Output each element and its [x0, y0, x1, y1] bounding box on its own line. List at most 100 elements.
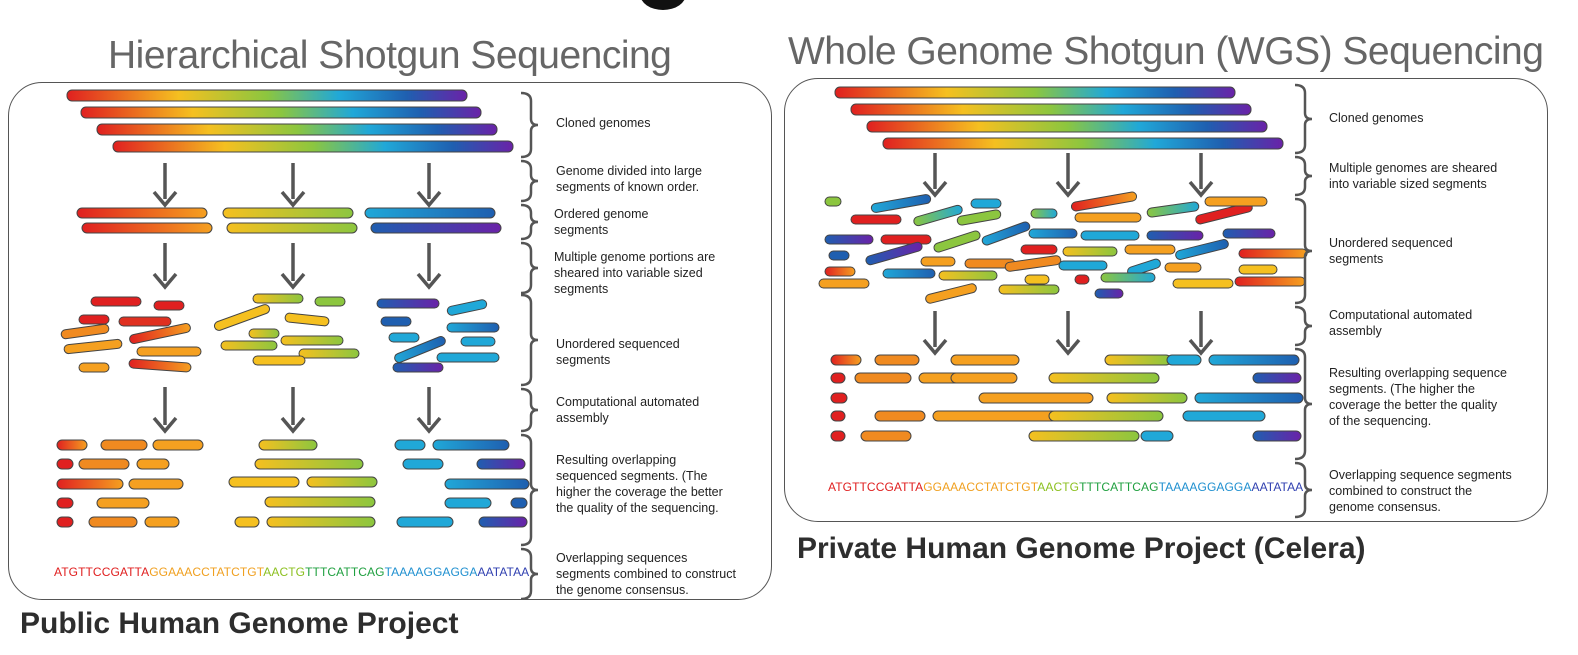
sheared-fragment [298, 348, 360, 359]
sheared-fragment [314, 296, 346, 307]
sheared-fragment [376, 298, 440, 309]
sheared-fragment [1146, 230, 1204, 241]
assembled-segment [254, 458, 364, 470]
sheared-fragment [128, 358, 192, 373]
wgs-step-unordered-segments: Unordered sequenced segments [1329, 236, 1453, 266]
sheared-fragment [1062, 246, 1118, 257]
sheared-fragment [1234, 276, 1306, 287]
assembled-segment [1106, 392, 1188, 404]
assembled-segment [394, 439, 426, 451]
consensus-run: TAAAAGGAGGA [1158, 480, 1252, 494]
assembled-segment [100, 439, 148, 451]
sheared-fragment [280, 335, 344, 346]
assembled-segment [396, 516, 454, 528]
sheared-fragment [60, 323, 110, 340]
sheared-fragment [865, 241, 923, 266]
sheared-fragment [882, 268, 936, 279]
assembled-segment [830, 410, 846, 422]
consensus-run: ATGTTCCGATTA [54, 565, 150, 579]
sheared-fragment [938, 270, 998, 281]
step-genome-divided: Genome divided into large segments of kn… [556, 164, 702, 194]
left-diagram-title: Hierarchical Shotgun Sequencing [108, 34, 672, 77]
sheared-fragment [1238, 248, 1308, 259]
step-bracket [1294, 197, 1313, 305]
sheared-fragment [63, 338, 123, 355]
down-arrow-icon [1188, 311, 1214, 356]
sheared-fragment [818, 278, 870, 289]
assembled-segment [432, 439, 510, 451]
sheared-fragment [1070, 191, 1138, 212]
step-bracket [1294, 155, 1313, 197]
assembled-segment [1028, 430, 1140, 442]
ordered-segment [81, 222, 213, 234]
sheared-fragment [118, 316, 172, 327]
sheared-fragment [1094, 288, 1124, 299]
sheared-fragment [913, 204, 963, 227]
step-bracket [1294, 347, 1313, 461]
assembled-segment [950, 372, 1018, 384]
step-bracket [520, 241, 539, 295]
assembled-segment [56, 478, 124, 490]
consensus-sequence: ATGTTCCGATTAGGAAACCTATCTGTAACTGTTTCATTCA… [54, 565, 529, 579]
down-arrow-icon [280, 163, 306, 208]
consensus-run: GGAAACCTATCTGT [923, 480, 1038, 494]
wgs-step-automated-assembly: Computational automated assembly [1329, 308, 1473, 338]
down-arrow-icon [416, 387, 442, 434]
sheared-fragment [1030, 208, 1058, 219]
consensus-run: GGAAACCTATCTGT [149, 565, 264, 579]
sheared-fragment [252, 293, 304, 304]
ordered-segment [226, 222, 358, 234]
step-unordered-segments: Unordered sequenced segments [556, 337, 680, 367]
sheared-fragment [998, 284, 1060, 295]
down-arrow-icon [416, 243, 442, 290]
sheared-fragment [78, 314, 110, 325]
cloned-genome [80, 106, 482, 119]
step-bracket [1294, 305, 1313, 347]
cloned-genome [850, 103, 1252, 116]
assembled-segment [1194, 392, 1304, 404]
cropped-dark-shape [640, 0, 686, 10]
sheared-fragment [446, 322, 500, 333]
assembled-segment [830, 372, 846, 384]
sheared-fragment [1172, 278, 1234, 289]
assembled-segment [478, 516, 528, 528]
step-automated-assembly: Computational automated assembly [556, 395, 700, 425]
consensus-run: TTTCATTCAG [1079, 480, 1159, 494]
sheared-fragment [153, 300, 185, 311]
sheared-fragment [1028, 228, 1078, 239]
down-arrow-icon [416, 163, 442, 208]
assembled-segment [510, 497, 528, 509]
assembled-segment [56, 516, 74, 528]
assembled-segment [1252, 372, 1302, 384]
wgs-step-genome-consensus: Overlapping sequence segments combined t… [1329, 468, 1512, 514]
cloned-genome [66, 89, 468, 102]
wgs-step-overlapping-segments: Resulting overlapping sequence segments.… [1329, 366, 1507, 428]
sheared-fragment [1074, 212, 1142, 223]
down-arrow-icon [922, 311, 948, 356]
assembled-segment [932, 410, 1058, 422]
assembled-segment [56, 497, 74, 509]
assembled-segment [402, 458, 444, 470]
assembled-segment [306, 476, 378, 488]
sheared-fragment [824, 196, 842, 207]
wgs-panel: Cloned genomes Multiple genomes are shea… [784, 78, 1548, 522]
cloned-genome [834, 86, 1236, 99]
ordered-segment [370, 222, 502, 234]
assembled-segment [88, 516, 138, 528]
assembled-segment [830, 430, 846, 442]
assembled-segment [874, 354, 920, 366]
assembled-segment [830, 392, 848, 404]
sheared-fragment [388, 332, 420, 343]
assembled-segment [854, 372, 912, 384]
assembled-segment [874, 410, 926, 422]
consensus-run: AACTG [263, 565, 306, 579]
down-arrow-icon [1055, 153, 1081, 198]
down-arrow-icon [922, 153, 948, 198]
sheared-fragment [436, 352, 500, 363]
step-bracket [520, 203, 539, 241]
cloned-genome [882, 137, 1284, 150]
step-bracket [520, 159, 539, 203]
sheared-fragment [1024, 274, 1050, 285]
assembled-segment [1104, 354, 1172, 366]
step-ordered-segments: Ordered genome segments [554, 207, 649, 237]
